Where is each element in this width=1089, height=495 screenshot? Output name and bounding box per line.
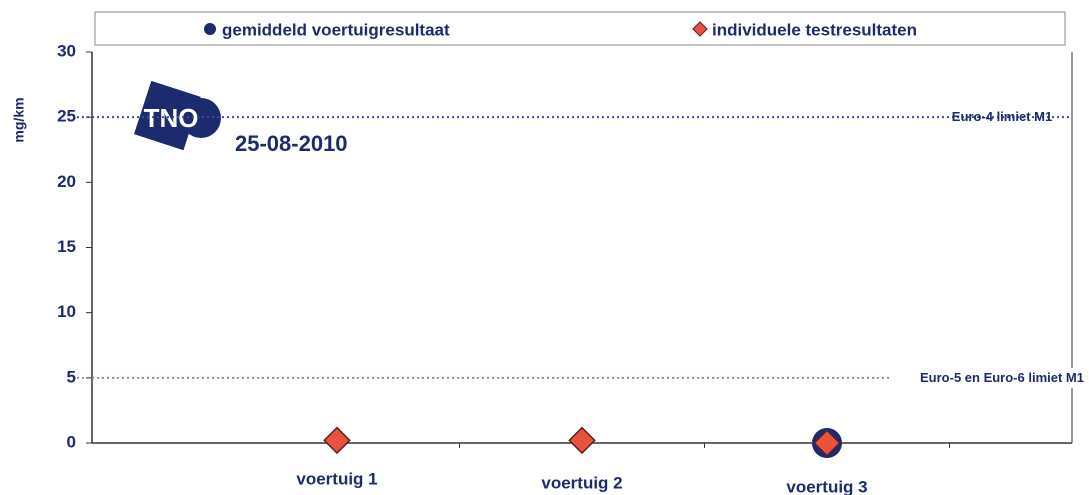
y-tick-label: 15 bbox=[57, 237, 76, 256]
y-tick-label: 20 bbox=[57, 172, 76, 191]
test-marker bbox=[813, 429, 841, 457]
logo-shape bbox=[181, 98, 221, 138]
x-tick-label: voertuig 2 bbox=[541, 473, 622, 492]
x-tick-label: voertuig 1 bbox=[296, 469, 377, 488]
legend-marker bbox=[692, 21, 708, 37]
logo-text: TNO bbox=[144, 103, 199, 133]
test-marker bbox=[568, 426, 596, 455]
y-tick-label: 10 bbox=[57, 302, 76, 321]
legend-marker bbox=[204, 23, 216, 35]
y-tick-label: 30 bbox=[57, 41, 76, 60]
legend-box bbox=[94, 11, 1066, 46]
logo-shape bbox=[134, 80, 201, 151]
annotation: 25-08-2010 bbox=[235, 131, 348, 156]
reference-label: Euro-4 limiet M1 bbox=[951, 109, 1053, 125]
logo: TNO bbox=[134, 80, 221, 151]
y-tick-label: 25 bbox=[57, 107, 76, 126]
x-tick-label: voertuig 3 bbox=[786, 477, 867, 495]
reference-label: Euro-5 en Euro-6 limiet M1 bbox=[892, 367, 1089, 388]
y-axis-label: mg/km bbox=[11, 97, 27, 142]
y-tick-label: 0 bbox=[67, 432, 76, 451]
legend-label: individuele testresultaten bbox=[712, 20, 917, 39]
test-marker bbox=[323, 426, 351, 455]
y-tick-label: 5 bbox=[67, 367, 76, 386]
legend-label: gemiddeld voertuigresultaat bbox=[222, 20, 450, 39]
